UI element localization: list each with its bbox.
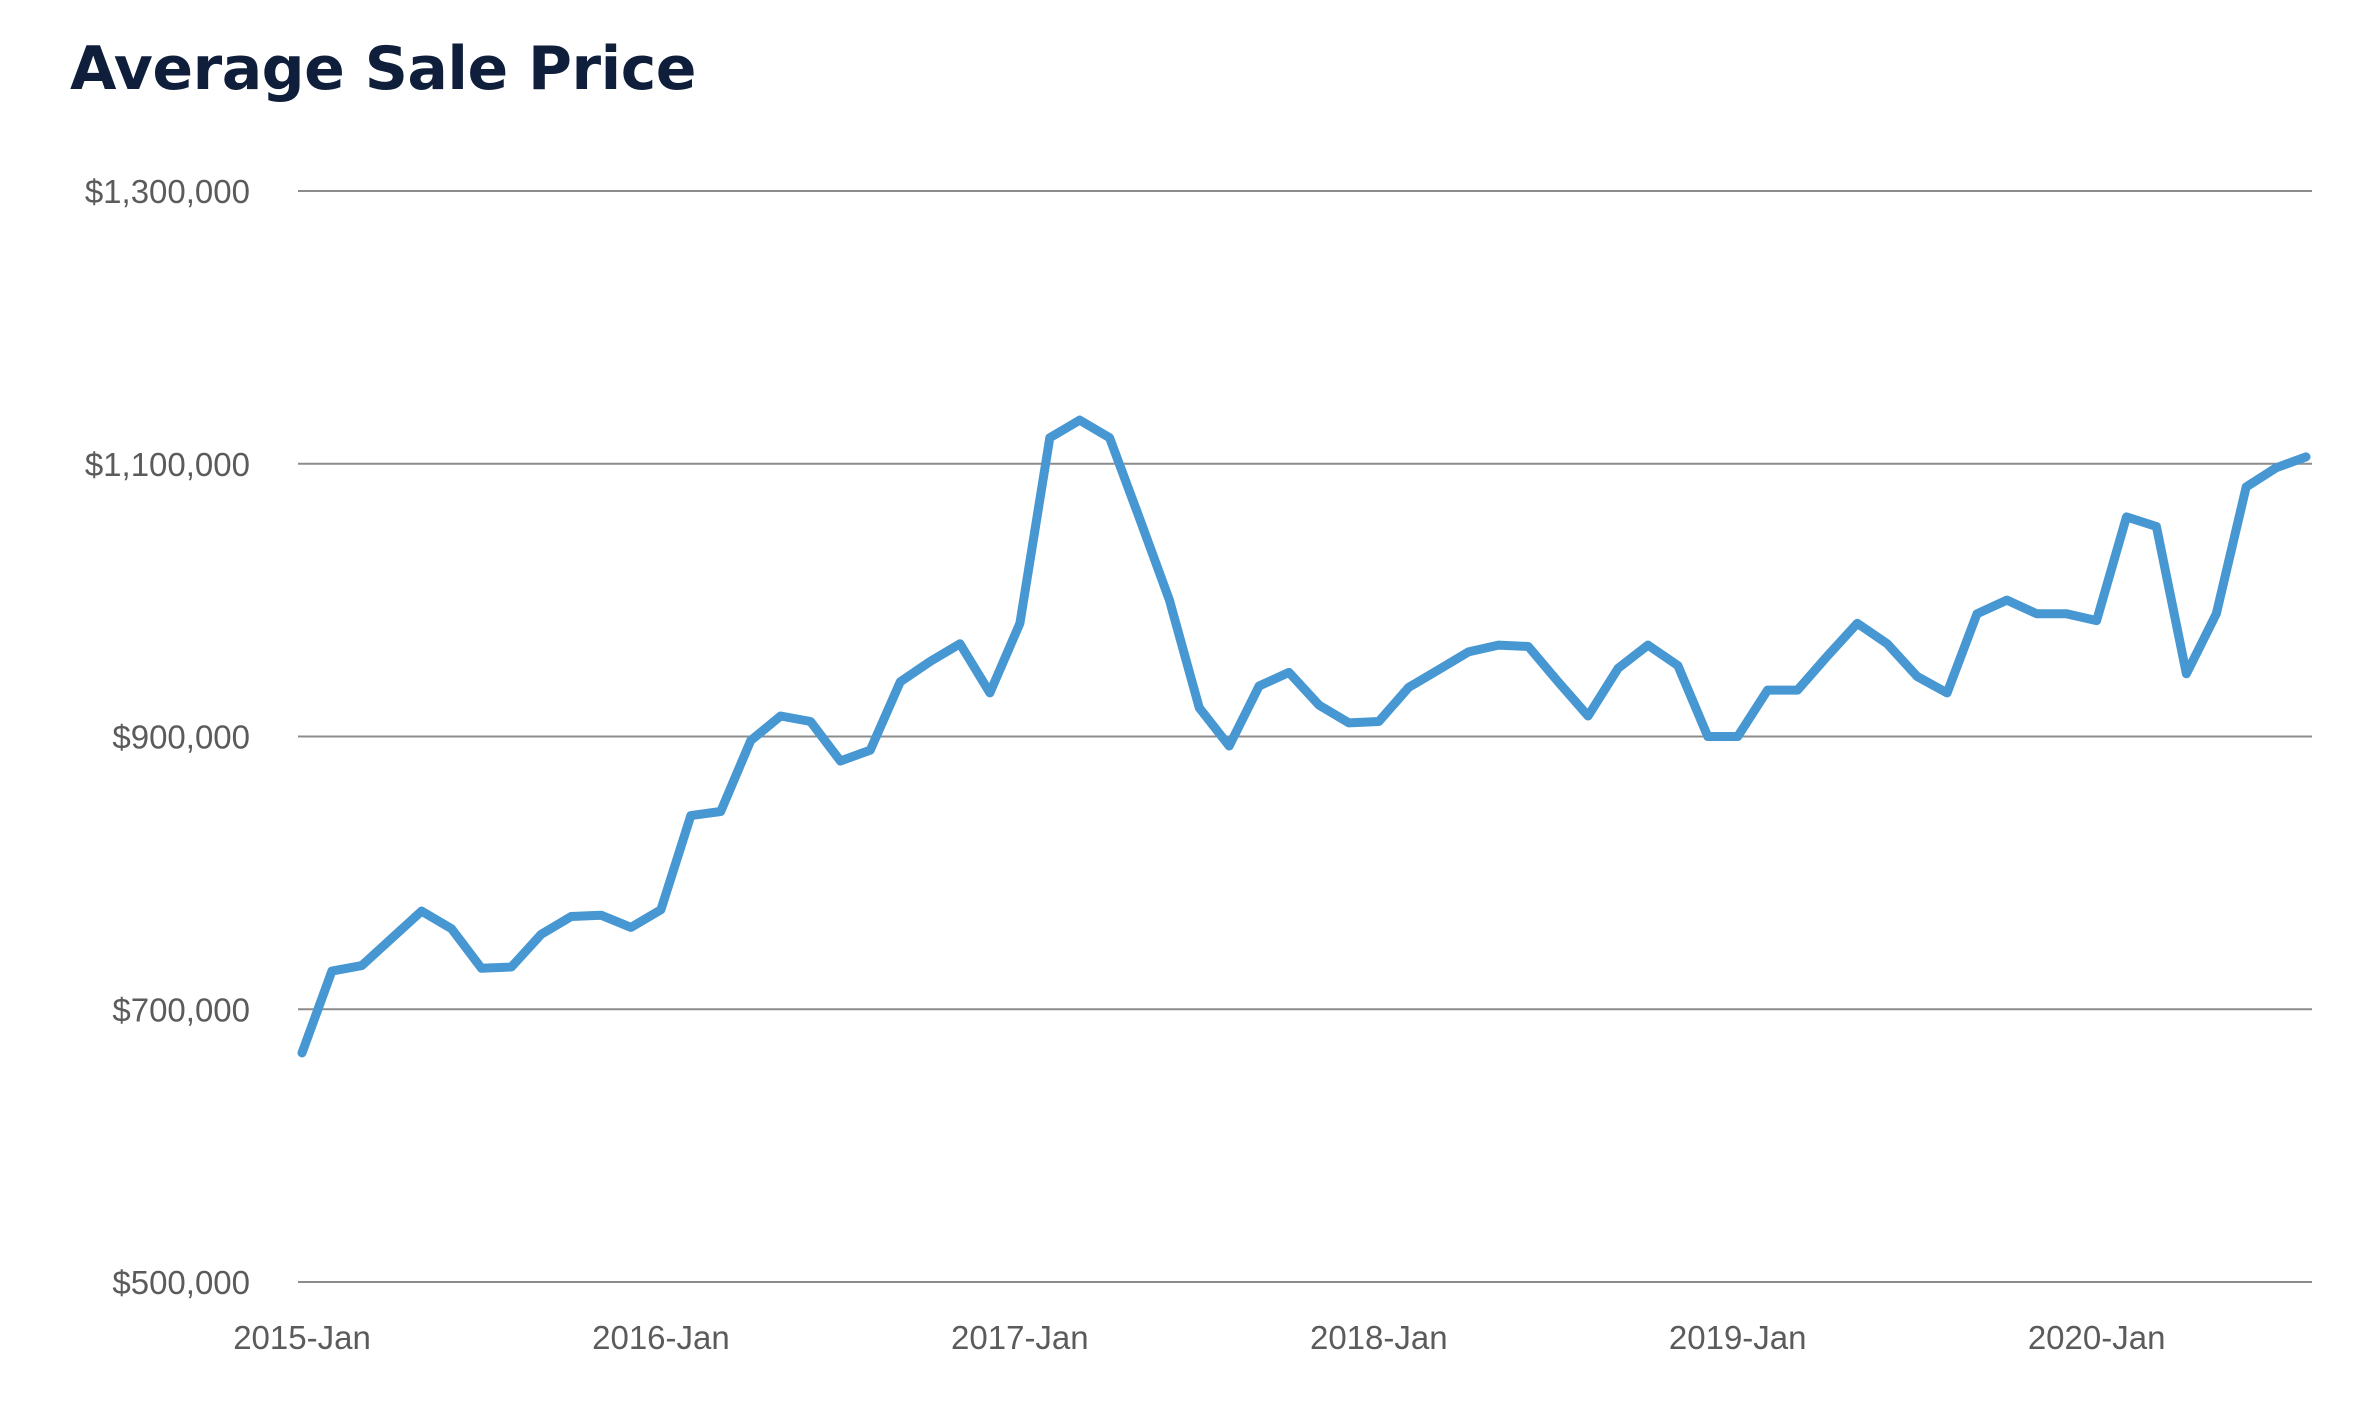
y-tick-label: $1,100,000	[85, 446, 250, 483]
series-layer	[297, 415, 2311, 1058]
x-tick-label: 2016-Jan	[592, 1319, 730, 1356]
x-axis-tick-labels: 2015-Jan 2016-Jan 2017-Jan 2018-Jan 2019-Jan…	[233, 1319, 2165, 1356]
x-tick-label: 2020-Jan	[2028, 1319, 2166, 1356]
y-tick-label: $500,000	[112, 1264, 250, 1301]
x-tick-label: 2017-Jan	[951, 1319, 1089, 1356]
chart-title: Average Sale Price	[70, 34, 696, 104]
x-tick-label: 2018-Jan	[1310, 1319, 1448, 1356]
y-tick-label: $1,300,000	[85, 173, 250, 210]
x-tick-label: 2015-Jan	[233, 1319, 371, 1356]
y-axis-tick-labels: $500,000 $700,000 $900,000 $1,100,000 $1,300…	[85, 173, 250, 1301]
series-line	[297, 415, 2311, 1058]
y-tick-label: $900,000	[112, 719, 250, 756]
gridlines	[298, 190, 2312, 1283]
y-tick-label: $700,000	[112, 991, 250, 1028]
x-tick-label: 2019-Jan	[1669, 1319, 1807, 1356]
